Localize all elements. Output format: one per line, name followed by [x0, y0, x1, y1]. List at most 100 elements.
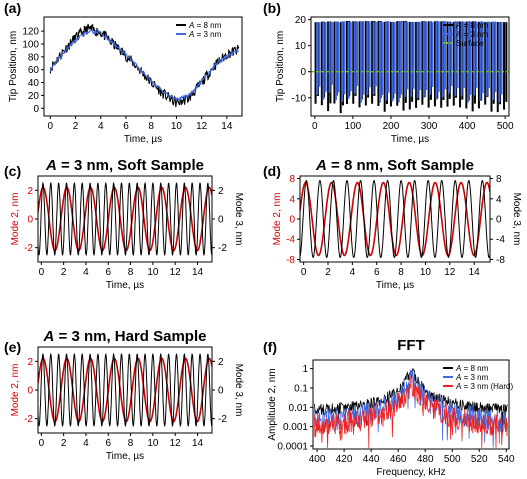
y2-tick-label: 2	[218, 357, 224, 368]
y-tick-label: 2	[27, 186, 33, 197]
x-axis-label: Time, µs	[106, 280, 144, 291]
x-tick-label: 2	[325, 267, 331, 278]
y-tick-label: 0	[300, 67, 306, 78]
x-tick-label: 420	[336, 454, 353, 465]
y-tick-label: 20	[295, 15, 307, 26]
panel-label: (b)	[263, 0, 281, 16]
y-tick-label: 1	[302, 364, 308, 375]
panel-d: (d) 0 2 4 6 8 10 12 14 -8 -4 0 4 8 -8 -4 0 4 8 Time, µs Mode…	[263, 157, 522, 291]
y-tick-label: -4	[286, 235, 295, 246]
x-tick-label: 4	[350, 267, 356, 278]
plot-area	[38, 181, 212, 257]
x-tick-label: 12	[444, 267, 456, 278]
plot-area	[311, 20, 509, 114]
y-tick-label: 4	[289, 194, 295, 205]
series-a3	[49, 29, 240, 101]
x-tick-label: 8	[148, 121, 154, 132]
y-tick-label: 0	[27, 386, 33, 397]
axes-frame	[310, 16, 510, 117]
panel-f: (f) 400 420 440 460 480 500 520 540 0.0001 0.001 0.…	[263, 337, 515, 478]
x-tick-label: 100	[345, 121, 362, 132]
y2-tick-label: 2	[218, 186, 224, 197]
y2-tick-label: 0	[496, 215, 502, 226]
x-axis-label: Time, µs	[124, 134, 162, 145]
y2-tick-label: -8	[496, 255, 505, 266]
x-axis-label: Time, µs	[391, 134, 429, 145]
x-tick-label: 480	[417, 454, 434, 465]
panel-label: (c)	[4, 163, 21, 179]
series-mode3	[38, 352, 212, 428]
x-tick-label: 6	[105, 267, 111, 278]
y2-axis-label: Mode 3, nm	[233, 364, 244, 417]
legend-label: A = 3 nm	[455, 30, 489, 39]
axes-frame	[43, 16, 243, 117]
x-tick-label: 8	[398, 267, 404, 278]
x-tick-label: 540	[498, 454, 515, 465]
x-tick-label: 14	[192, 267, 204, 278]
x-tick-label: 2	[61, 438, 67, 449]
panel-title: A = 3 nm, Soft Sample	[45, 157, 204, 174]
y2-tick-label: 0	[218, 215, 224, 226]
x-tick-label: 0	[312, 121, 318, 132]
x-tick-label: 12	[196, 121, 208, 132]
x-tick-label: 2	[61, 267, 67, 278]
x-tick-label: 14	[221, 121, 233, 132]
legend-label: Surface	[456, 39, 484, 48]
panel-e: (e) 0 2 4 6 8 10 12 14 -2 0 2 -2 0 2 Time, µs Mode 2, nm…	[4, 328, 244, 462]
x-axis-label: Time, µs	[106, 451, 144, 462]
y2-tick-label: -2	[218, 414, 227, 425]
y2-axis-label: Mode 3, nm	[233, 193, 244, 246]
y-tick-label: 0.0001	[277, 442, 308, 453]
x-tick-label: 10	[420, 267, 432, 278]
x-tick-label: 300	[421, 121, 438, 132]
y-tick-label: -2	[24, 243, 33, 254]
x-tick-label: 0	[48, 121, 54, 132]
y-axis-label: Mode 2, nm	[272, 193, 283, 246]
x-tick-label: 520	[471, 454, 488, 465]
x-tick-label: 400	[459, 121, 476, 132]
legend-label: A = 8 nm	[455, 364, 489, 373]
y-axis-label: Tip Position, nm	[8, 31, 19, 102]
x-tick-label: 10	[147, 267, 159, 278]
panel-b: (b) 0 100 200 300 400 500 -10 0 10 20 Time, µs Tip P…	[263, 0, 514, 145]
y-tick-label: 0	[289, 215, 295, 226]
y2-tick-label: -2	[218, 243, 227, 254]
panel-label: (e)	[4, 339, 21, 355]
x-tick-label: 12	[170, 267, 182, 278]
plot-area	[38, 352, 212, 428]
y2-tick-label: -4	[496, 235, 505, 246]
plot-area	[300, 179, 490, 259]
panel-label: (d)	[263, 163, 281, 179]
x-tick-label: 14	[192, 438, 204, 449]
y-axis-label: Mode 2, nm	[10, 364, 21, 417]
legend-label: A = 3 nm (Hard)	[455, 382, 513, 391]
axes-frame	[312, 359, 510, 450]
y2-tick-label: 4	[496, 194, 502, 205]
y-tick-label: 60	[28, 65, 40, 76]
x-tick-label: 460	[390, 454, 407, 465]
x-tick-label: 500	[444, 454, 461, 465]
y-tick-label: 0.1	[294, 383, 308, 394]
x-tick-label: 2	[73, 121, 79, 132]
x-tick-label: 12	[170, 438, 182, 449]
y-axis-label: Amplitude 2, nm	[267, 368, 278, 440]
y-tick-label: 40	[28, 78, 40, 89]
x-tick-label: 440	[363, 454, 380, 465]
series-a3	[316, 20, 503, 103]
x-axis-label: Frequency, kHz	[376, 467, 445, 478]
x-tick-label: 14	[469, 267, 481, 278]
panel-title: A = 8 nm, Soft Sample	[315, 157, 474, 174]
y-axis-label: Mode 2, nm	[10, 193, 21, 246]
panel-label: (a)	[4, 0, 21, 16]
plot-area	[314, 368, 508, 448]
x-tick-label: 4	[83, 438, 89, 449]
x-tick-label: 4	[98, 121, 104, 132]
y-tick-label: -2	[24, 414, 33, 425]
x-tick-label: 500	[497, 121, 514, 132]
legend-label: A = 3 nm	[188, 30, 222, 39]
x-tick-label: 6	[123, 121, 129, 132]
y-tick-label: 0	[27, 215, 33, 226]
y-tick-label: 0	[33, 104, 39, 115]
